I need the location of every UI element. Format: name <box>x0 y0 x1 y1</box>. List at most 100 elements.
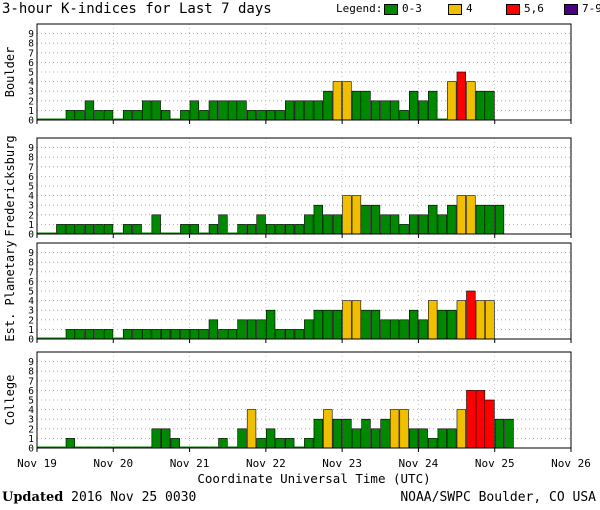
k-index-bar <box>256 110 266 121</box>
k-index-bar <box>189 224 200 235</box>
panel-frame <box>36 351 572 449</box>
y-tick-label: 5 <box>28 287 34 298</box>
k-index-bar <box>332 81 343 121</box>
k-index-bar <box>389 319 400 340</box>
k-index-bar <box>351 300 362 340</box>
y-tick-label: 3 <box>28 201 34 212</box>
legend-swatch-7-9 <box>564 4 578 15</box>
k-index-bar <box>180 329 190 340</box>
k-index-bar <box>122 224 133 235</box>
k-index-bar <box>456 71 467 121</box>
k-index-bar <box>265 428 276 449</box>
y-tick-label: 6 <box>28 58 34 69</box>
k-index-bar <box>285 100 295 121</box>
k-index-bar <box>399 224 409 235</box>
legend-text-0-3: 0-3 <box>402 2 422 15</box>
k-index-bar <box>285 224 295 235</box>
y-tick-label: 4 <box>28 296 34 307</box>
k-index-bar <box>246 319 257 340</box>
k-index-bar <box>418 100 428 121</box>
k-index-bar <box>265 110 276 121</box>
k-index-bar <box>94 446 104 448</box>
k-index-bar <box>313 309 323 340</box>
y-tick-label: 0 <box>28 335 34 346</box>
panel-title: College <box>3 375 17 426</box>
k-index-bar <box>304 319 314 340</box>
k-index-bar <box>65 329 76 340</box>
k-index-bar <box>294 224 304 235</box>
k-index-bar <box>428 300 438 340</box>
k-index-bar <box>208 446 219 448</box>
k-index-bar <box>180 446 190 448</box>
k-index-bar <box>304 214 314 235</box>
k-index-bar <box>437 428 447 449</box>
k-index-bar <box>370 309 381 340</box>
k-index-bar <box>246 409 257 449</box>
legend-text-7-9: 7-9 <box>582 2 600 15</box>
k-index-bar <box>323 409 333 449</box>
k-index-bar <box>351 195 362 235</box>
k-index-bar <box>456 195 467 235</box>
k-index-bar <box>65 438 76 449</box>
k-index-bar <box>132 224 142 235</box>
updated-value: 2016 Nov 25 0030 <box>71 490 197 505</box>
k-index-bar <box>94 110 104 121</box>
k-index-bar <box>218 329 228 340</box>
k-index-bar <box>380 319 390 340</box>
k-index-bar <box>332 418 343 449</box>
k-index-bar <box>170 118 181 120</box>
k-index-bar <box>418 319 428 340</box>
k-index-bar <box>103 446 114 448</box>
k-index-bar <box>408 214 419 235</box>
k-index-bar <box>475 204 486 235</box>
k-index-bar <box>84 224 95 235</box>
k-index-bar <box>227 329 238 340</box>
y-tick-label: 8 <box>28 367 34 378</box>
y-tick-label: 2 <box>28 424 34 435</box>
k-index-bar <box>342 195 352 235</box>
credit-text: NOAA/SWPC Boulder, CO USA <box>400 490 596 505</box>
k-index-bar <box>389 100 400 121</box>
k-index-bar <box>437 214 447 235</box>
k-index-bar <box>103 329 114 340</box>
k-index-bar <box>399 409 409 449</box>
k-index-bar <box>418 428 428 449</box>
k-index-bar <box>46 337 57 339</box>
k-index-bar <box>208 100 219 121</box>
k-index-bar <box>170 232 181 234</box>
k-index-bar <box>485 90 495 121</box>
legend-swatch-5-6 <box>506 4 520 15</box>
k-index-bar <box>456 300 467 340</box>
y-tick-label: 8 <box>28 39 34 50</box>
k-index-bar <box>94 224 104 235</box>
y-tick-label: 0 <box>28 116 34 127</box>
k-index-bar <box>399 110 409 121</box>
k-index-bar <box>113 337 123 339</box>
k-index-bar <box>285 329 295 340</box>
k-index-bar <box>370 204 381 235</box>
k-index-bar <box>485 399 495 449</box>
y-tick-label: 7 <box>28 376 34 387</box>
k-index-bar <box>313 204 323 235</box>
y-tick-label: 4 <box>28 405 34 416</box>
k-index-bar <box>246 110 257 121</box>
k-index-bar <box>370 428 381 449</box>
k-index-bar <box>113 446 123 448</box>
x-tick-label: Nov 24 <box>399 457 439 470</box>
k-index-bar <box>141 100 152 121</box>
k-index-bar <box>332 309 343 340</box>
k-index-bar <box>65 110 76 121</box>
k-index-bar <box>256 438 266 449</box>
k-index-bar <box>56 337 66 339</box>
k-index-bar <box>466 81 476 121</box>
k-index-bar <box>475 390 486 449</box>
y-tick-label: 1 <box>28 325 34 336</box>
k-index-bar <box>504 418 514 449</box>
k-index-bar <box>418 214 428 235</box>
k-index-bar <box>56 118 66 120</box>
k-index-bar <box>380 214 390 235</box>
k-index-bar <box>237 100 247 121</box>
y-tick-label: 9 <box>28 29 34 40</box>
k-index-bar <box>122 329 133 340</box>
y-tick-label: 5 <box>28 68 34 79</box>
